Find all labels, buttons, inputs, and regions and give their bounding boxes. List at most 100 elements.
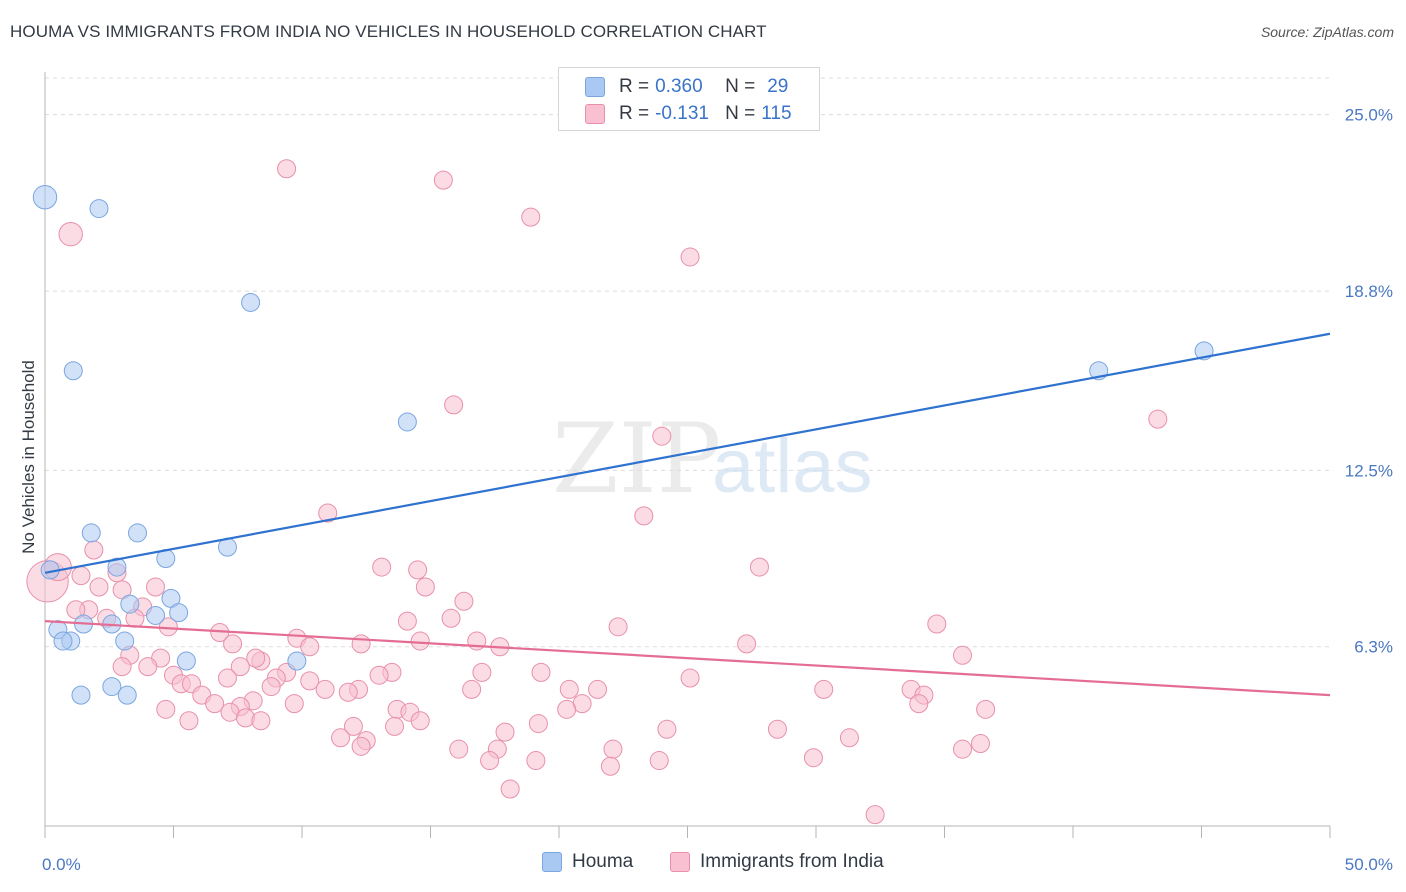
series-label-india: Immigrants from India bbox=[700, 851, 884, 872]
india-point bbox=[472, 662, 492, 682]
india-point bbox=[71, 566, 91, 586]
india-point bbox=[441, 608, 461, 628]
chart-title: HOUMA VS IMMIGRANTS FROM INDIA NO VEHICL… bbox=[10, 22, 767, 41]
india-point bbox=[410, 711, 430, 731]
india-point bbox=[634, 506, 654, 526]
houma-point bbox=[81, 523, 101, 543]
legend-row-houma: R = 0.360 N = 29 bbox=[585, 74, 788, 100]
india-point bbox=[600, 756, 620, 776]
india-point bbox=[89, 577, 109, 597]
india-point bbox=[454, 591, 474, 611]
houma-point bbox=[169, 603, 189, 623]
india-point bbox=[559, 679, 579, 699]
series-swatch-houma bbox=[542, 852, 562, 872]
india-point bbox=[976, 699, 996, 719]
india-point bbox=[909, 694, 929, 714]
watermark-zip: ZIP bbox=[552, 403, 721, 515]
correlation-legend: R = 0.360 N = 29 R = -0.131 N = 115 bbox=[558, 67, 820, 131]
india-point bbox=[351, 634, 371, 654]
india-point bbox=[372, 557, 392, 577]
gridlines bbox=[45, 77, 1330, 648]
series-legend-houma[interactable]: Houma bbox=[542, 851, 633, 873]
india-point bbox=[927, 614, 947, 634]
india-point bbox=[603, 739, 623, 759]
y-tick-labels: 6.3% 12.5% 18.8% 25.0% bbox=[1345, 106, 1393, 657]
india-point bbox=[235, 708, 255, 728]
india-point bbox=[737, 634, 757, 654]
y-tick-label: 12.5% bbox=[1345, 461, 1393, 480]
india-point bbox=[300, 671, 320, 691]
y-tick-label: 6.3% bbox=[1354, 638, 1393, 657]
x-tick-label: 0.0% bbox=[42, 855, 81, 874]
india-point bbox=[433, 170, 453, 190]
india-point bbox=[385, 716, 405, 736]
india-point bbox=[588, 679, 608, 699]
houma-point bbox=[63, 361, 83, 381]
data-points bbox=[26, 159, 1214, 825]
india-point bbox=[138, 657, 158, 677]
india-point bbox=[351, 736, 371, 756]
legend-n-value: 115 bbox=[761, 103, 792, 124]
india-point bbox=[300, 637, 320, 657]
houma-point bbox=[32, 184, 58, 210]
houma-point bbox=[287, 651, 307, 671]
india-point bbox=[608, 617, 628, 637]
legend-swatch-india bbox=[585, 104, 605, 124]
legend-n-label: N = bbox=[725, 103, 756, 124]
india-point bbox=[156, 699, 176, 719]
india-point bbox=[652, 426, 672, 446]
series-legend: Houma Immigrants from India bbox=[0, 851, 1406, 877]
india-point bbox=[444, 395, 464, 415]
india-point bbox=[251, 711, 271, 731]
india-point bbox=[397, 611, 417, 631]
watermark-atlas: atlas bbox=[712, 424, 873, 509]
y-tick-label: 18.8% bbox=[1345, 282, 1393, 301]
houma-trend-line bbox=[44, 332, 1331, 574]
india-point bbox=[331, 728, 351, 748]
india-point bbox=[767, 719, 787, 739]
india-point bbox=[223, 634, 243, 654]
india-point bbox=[338, 682, 358, 702]
india-point bbox=[230, 657, 250, 677]
legend-r-label: R = bbox=[619, 103, 650, 124]
india-point bbox=[415, 577, 435, 597]
india-point bbox=[205, 694, 225, 714]
houma-point bbox=[397, 412, 417, 432]
india-point bbox=[1148, 409, 1168, 429]
india-point bbox=[952, 645, 972, 665]
india-point bbox=[657, 719, 677, 739]
india-point bbox=[803, 748, 823, 768]
india-trend-line bbox=[44, 620, 1331, 697]
x-tick-label: 50.0% bbox=[1345, 855, 1393, 874]
houma-point bbox=[115, 631, 135, 651]
india-point bbox=[680, 668, 700, 688]
series-label-houma: Houma bbox=[572, 851, 634, 872]
india-point bbox=[528, 714, 548, 734]
india-point bbox=[315, 679, 335, 699]
legend-r-value: -0.131 bbox=[655, 103, 709, 124]
india-point bbox=[112, 657, 132, 677]
y-axis-label: No Vehicles in Household bbox=[19, 360, 38, 554]
houma-point bbox=[146, 605, 166, 625]
trend-lines bbox=[44, 332, 1331, 697]
india-point bbox=[952, 739, 972, 759]
legend-n-label: N = bbox=[725, 76, 756, 97]
india-point bbox=[343, 716, 363, 736]
india-point bbox=[284, 694, 304, 714]
india-point bbox=[480, 751, 500, 771]
houma-point bbox=[117, 685, 137, 705]
india-point bbox=[246, 648, 266, 668]
india-point bbox=[649, 751, 669, 771]
india-point bbox=[408, 560, 428, 580]
legend-swatch-houma bbox=[585, 77, 605, 97]
india-point bbox=[369, 665, 389, 685]
houma-point bbox=[102, 677, 122, 697]
india-point bbox=[410, 631, 430, 651]
legend-n-value: 29 bbox=[767, 76, 789, 97]
houma-point bbox=[53, 631, 73, 651]
series-swatch-india bbox=[670, 852, 690, 872]
series-legend-india[interactable]: Immigrants from India bbox=[670, 851, 884, 873]
india-point bbox=[277, 159, 297, 179]
india-point bbox=[146, 577, 166, 597]
india-point bbox=[970, 733, 990, 753]
